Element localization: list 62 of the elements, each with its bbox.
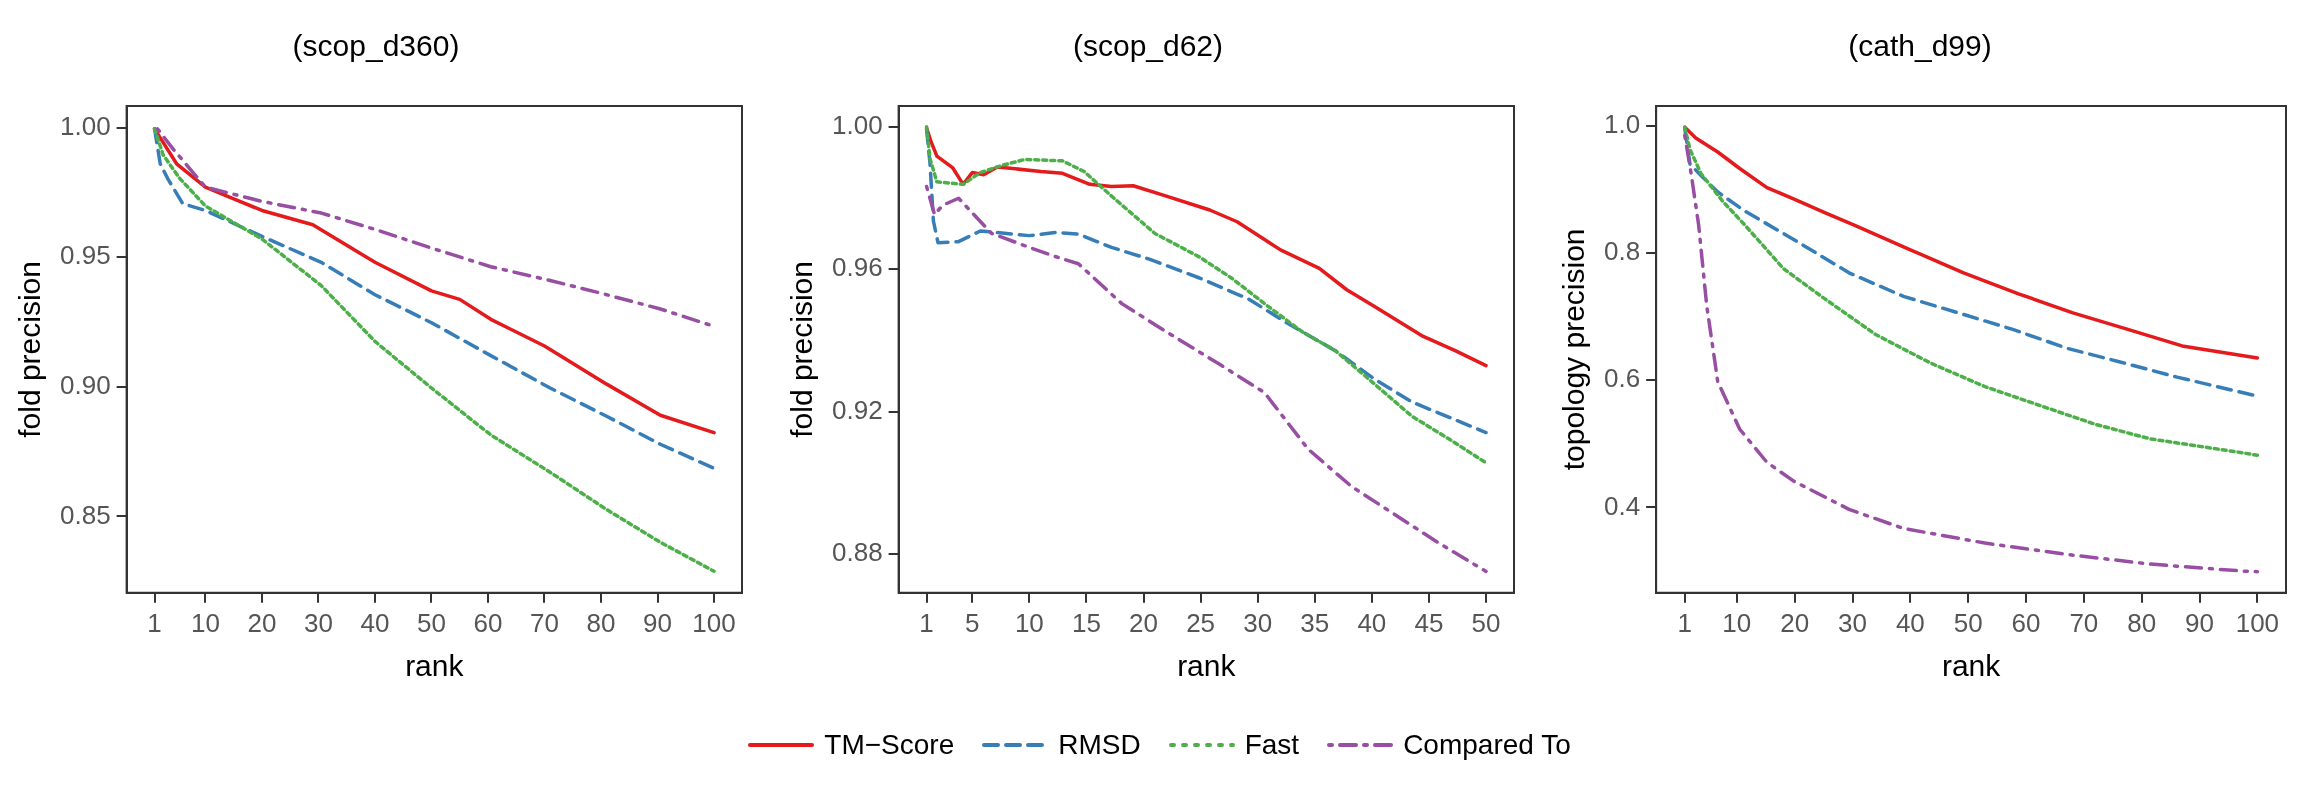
x-axis-title: rank <box>1177 649 1237 683</box>
x-tick-label: 30 <box>1838 607 1867 638</box>
y-tick-label: 0.8 <box>1603 236 1641 267</box>
x-tick-label: 1 <box>1677 607 1693 638</box>
y-axis-title: fold precision <box>785 261 819 438</box>
x-tick-label: 70 <box>2069 607 2099 638</box>
x-tick-label: 100 <box>2235 607 2280 638</box>
y-tick-label: 1.0 <box>1603 109 1641 140</box>
y-tick-label: 0.85 <box>59 499 111 530</box>
line-series <box>1683 125 2260 458</box>
line-series <box>1683 133 2260 574</box>
x-tick-label: 90 <box>2185 607 2214 638</box>
x-tick-label: 40 <box>1357 607 1387 638</box>
line-series <box>924 184 1488 574</box>
y-axis-title: topology precision <box>1557 228 1591 471</box>
x-tick-label: 60 <box>2011 607 2041 638</box>
x-tick-label: 30 <box>303 607 333 638</box>
x-tick-label: 80 <box>2127 607 2157 638</box>
chart-title: (scop_d360) <box>292 29 460 63</box>
line-series <box>152 127 716 574</box>
x-tick-label: 90 <box>643 607 672 638</box>
y-tick-label: 1.00 <box>831 109 883 140</box>
x-tick-label: 20 <box>1129 607 1158 638</box>
x-tick-label: 70 <box>530 607 559 638</box>
x-tick-label: 45 <box>1414 607 1444 638</box>
y-tick-label: 0.92 <box>831 394 883 425</box>
x-tick-label: 15 <box>1071 607 1101 638</box>
legend-label: Compared To <box>1403 729 1571 761</box>
x-tick-label: 100 <box>692 607 736 638</box>
y-tick-label: 1.00 <box>59 110 111 141</box>
y-tick-label: 0.90 <box>59 369 111 400</box>
chart-title: (scop_d62) <box>1072 29 1224 63</box>
y-axis-title: fold precision <box>13 261 47 438</box>
x-tick-label: 40 <box>1895 607 1925 638</box>
chart-title: (cath_d99) <box>1848 29 1992 63</box>
y-tick-label: 0.95 <box>59 240 111 271</box>
x-tick-label: 50 <box>1471 607 1501 638</box>
legend-label: RMSD <box>1058 729 1141 761</box>
x-tick-label: 80 <box>586 607 616 638</box>
x-tick-label: 50 <box>417 607 446 638</box>
x-tick-label: 30 <box>1243 607 1273 638</box>
x-tick-label: 20 <box>1780 607 1810 638</box>
x-tick-label: 50 <box>1953 607 1983 638</box>
legend-label: TM−Score <box>824 729 955 761</box>
x-tick-label: 10 <box>190 607 220 638</box>
x-tick-label: 25 <box>1186 607 1216 638</box>
x-tick-label: 5 <box>965 607 980 638</box>
x-tick-label: 35 <box>1300 607 1330 638</box>
x-axis-title: rank <box>1941 649 2002 683</box>
y-tick-label: 0.96 <box>831 252 883 283</box>
y-tick-label: 0.6 <box>1603 363 1641 394</box>
x-tick-label: 1 <box>919 607 934 638</box>
x-tick-label: 20 <box>247 607 277 638</box>
y-tick-label: 0.88 <box>831 537 883 568</box>
y-tick-label: 0.4 <box>1603 490 1641 521</box>
x-tick-label: 10 <box>1014 607 1044 638</box>
x-tick-label: 1 <box>147 607 162 638</box>
legend-label: Fast <box>1244 729 1300 761</box>
x-tick-label: 10 <box>1722 607 1752 638</box>
x-tick-label: 40 <box>360 607 390 638</box>
x-axis-title: rank <box>405 649 465 683</box>
x-tick-label: 60 <box>473 607 503 638</box>
